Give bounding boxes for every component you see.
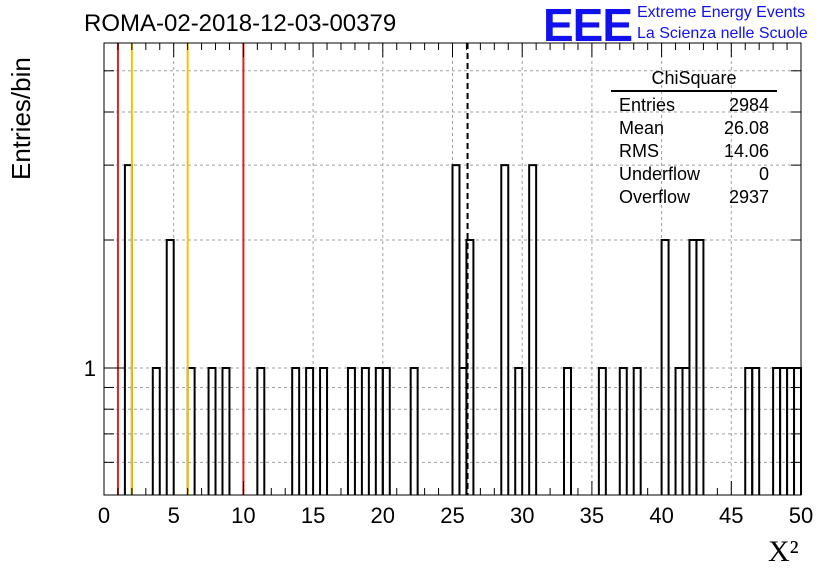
histogram-bar [409,367,419,495]
histogram-bar [319,367,329,495]
x-tick-label: 25 [440,503,464,528]
histogram-bar [695,239,705,495]
histogram-bar [207,367,217,495]
histogram-bar [751,367,761,495]
axis-ticks [103,43,802,495]
histogram-bar [632,367,642,495]
x-tick-label: 10 [231,503,255,528]
histogram-bar [291,367,301,495]
tick-labels: 0 5 10 15 20 25 30 35 40 45 50 1 [84,356,813,528]
histogram-bar [256,367,266,495]
histogram-bar [465,239,475,495]
histogram-bar [151,367,161,495]
histogram-bar [451,164,461,495]
logo-line-1: Extreme Energy Events [637,4,806,21]
histogram-bar [563,367,572,495]
histogram-bar [360,367,370,495]
histogram-bar [618,367,628,495]
histogram-bar [597,367,607,495]
stats-row-rms: RMS 14.06 [619,141,769,161]
x-tick-label: 45 [719,503,743,528]
y-axis-label: Entries/bin [6,57,36,180]
x-tick-label: 40 [649,503,673,528]
x-tick-label: 35 [580,503,604,528]
x-tick-label: 50 [789,503,813,528]
histogram-bar [528,164,538,495]
histogram-bar [305,367,315,495]
stats-row-mean: Mean 26.08 [619,118,769,138]
eee-logo: EEE [543,0,633,51]
histogram-bar [500,164,510,495]
histogram-bar [221,367,231,495]
stats-title: ChiSquare [611,66,777,92]
stats-row-underflow: Underflow 0 [619,164,769,184]
logo-line-2: La Scienza nelle Scuole [637,25,808,42]
histogram-bar [381,367,391,495]
x-tick-label: 30 [510,503,534,528]
stats-row-overflow: Overflow 2937 [619,187,769,207]
histogram-bar [660,239,670,495]
x-tick-label: 20 [371,503,395,528]
reference-lines [116,43,469,495]
histogram-bar [165,239,175,495]
x-tick-label: 15 [301,503,325,528]
chart-title: ROMA-02-2018-12-03-00379 [84,10,397,37]
histogram-bar [123,164,133,495]
histogram-bar [514,367,524,495]
x-tick-label: 5 [168,503,180,528]
x-tick-label: 0 [98,503,110,528]
histogram-bar [346,367,356,495]
y-tick-label: 1 [84,356,96,381]
histogram-bars [123,164,802,495]
stats-box: ChiSquare Entries 2984 Mean 26.08 RMS 14.06… [611,66,777,209]
x-axis-label: X² [768,535,799,568]
stats-row-entries: Entries 2984 [619,95,769,115]
